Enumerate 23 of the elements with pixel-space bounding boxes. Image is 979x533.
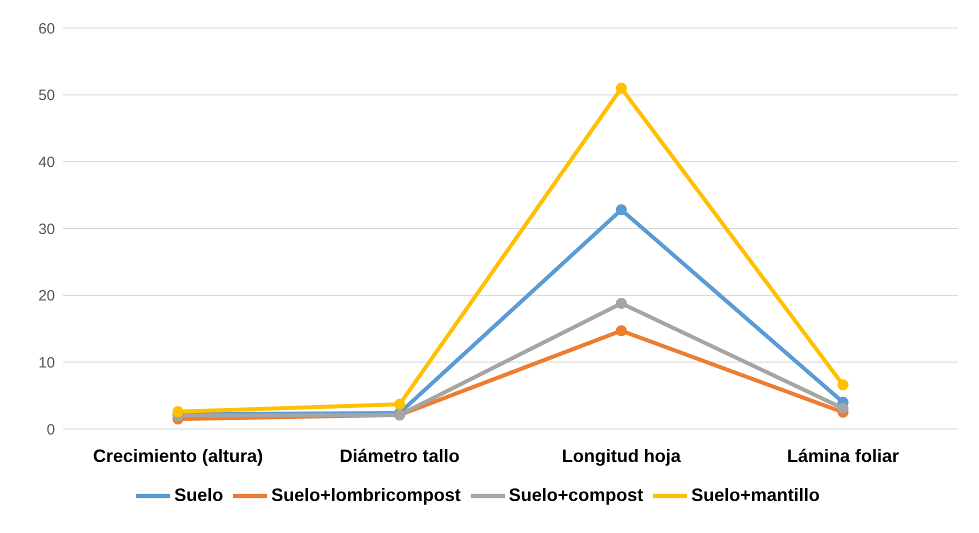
x-tick-label: Crecimiento (altura) (92, 446, 264, 466)
x-tick-label: Longitud hoja (562, 446, 682, 466)
point (172, 406, 184, 418)
y-tick-label: 0 (46, 421, 55, 438)
legend-label: Suelo (174, 484, 224, 505)
y-tick-label: 10 (38, 354, 55, 372)
point (616, 204, 627, 216)
legend-label: Suelo+lombricompost (271, 484, 461, 505)
x-tick-label: Diámetro tallo (340, 446, 460, 466)
y-tick-label: 60 (38, 20, 55, 38)
legend-label: Suelo+compost (508, 484, 644, 505)
point (616, 298, 627, 309)
y-tick-label: 20 (38, 288, 55, 305)
point (616, 82, 627, 94)
y-tick-label: 30 (38, 220, 55, 238)
x-tick-label: Lámina foliar (786, 446, 900, 466)
point (838, 379, 848, 390)
y-tick-label: 40 (38, 154, 55, 171)
point (838, 402, 848, 414)
point (394, 398, 406, 410)
legend-label: Suelo+mantillo (691, 484, 820, 505)
point (616, 325, 627, 336)
y-tick-label: 50 (38, 87, 55, 104)
